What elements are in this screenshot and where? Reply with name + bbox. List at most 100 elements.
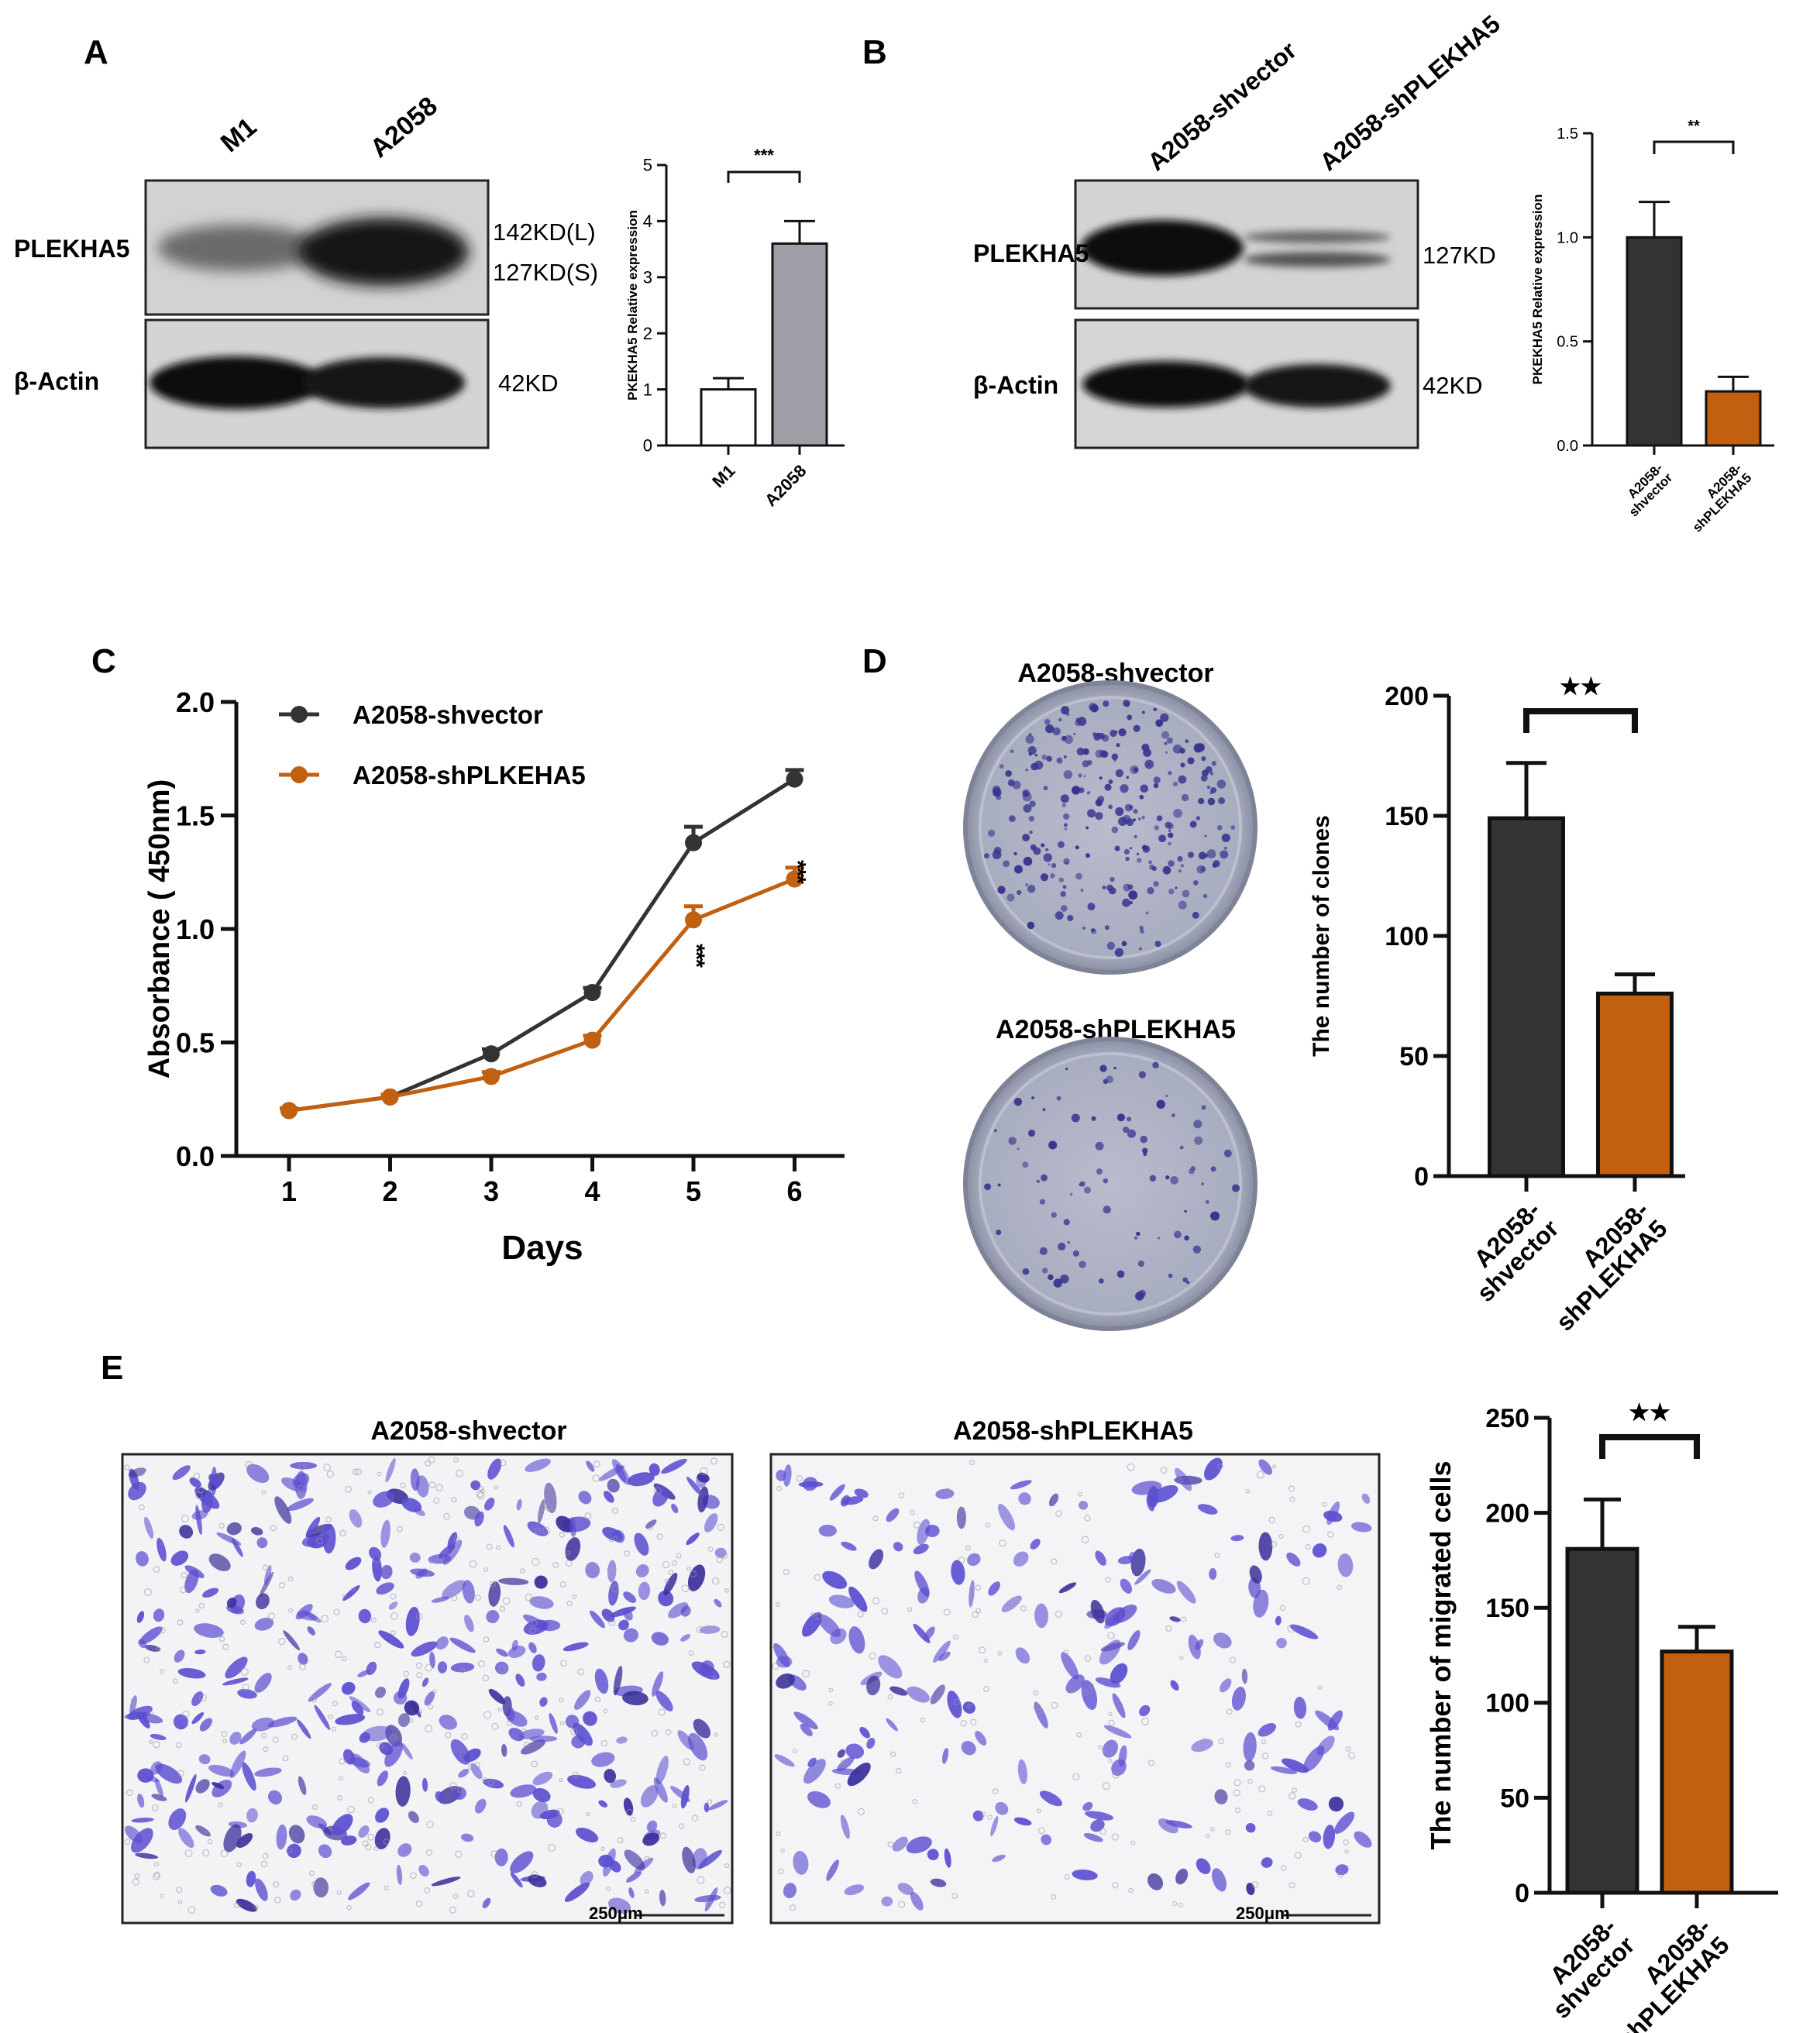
y-tick-label: 50 bbox=[1500, 1784, 1529, 1813]
data-point bbox=[786, 870, 803, 888]
blot-a-size-l: 142KD(L) bbox=[493, 218, 596, 246]
y-axis-label: PKEKHA5 Relative expression bbox=[1530, 194, 1545, 385]
y-axis-label: The number of migrated cells bbox=[1425, 1460, 1457, 1849]
legend-label: A2058-shvector bbox=[353, 700, 543, 729]
data-point bbox=[483, 1068, 500, 1085]
category-label: A2058-shvector bbox=[1453, 1195, 1564, 1307]
series-line bbox=[288, 877, 796, 1113]
y-tick-label: 2.0 bbox=[176, 686, 215, 718]
data-point bbox=[381, 1088, 399, 1106]
blot-b-actin-shplekha5 bbox=[1244, 364, 1391, 408]
chart-a: 0 1 2 3 4 5 PKEKHA5 Relative expression M1 A2058… bbox=[625, 146, 845, 510]
bar bbox=[1565, 1546, 1639, 1895]
y-tick-label: 1.5 bbox=[176, 800, 215, 832]
blot-a-actin-a2058 bbox=[302, 357, 465, 408]
blot-b-size-top: 127KD bbox=[1423, 242, 1496, 269]
panel-label-e: E bbox=[101, 1349, 123, 1387]
chart-c: 0.0 0.5 1.0 1.5 2.0 1 2 3 4 5 6 Days Absorbance ( 45… bbox=[143, 686, 845, 1267]
x-tick-label: 1 bbox=[281, 1175, 297, 1207]
bar bbox=[1488, 816, 1565, 1178]
x-tick-label: 4 bbox=[584, 1175, 600, 1207]
category-label: A2058-shvector bbox=[1529, 1912, 1640, 2024]
y-tick-label: 0.5 bbox=[176, 1027, 215, 1059]
panel-label-c: C bbox=[91, 642, 116, 680]
blot-b-protein-label: PLEKHA5 bbox=[973, 239, 1089, 267]
bar bbox=[1705, 390, 1762, 447]
panel-label-a: A bbox=[84, 33, 108, 71]
legend-swatch-marker bbox=[291, 766, 308, 783]
significance-bracket bbox=[1599, 1434, 1700, 1459]
y-tick-label: 1.5 bbox=[1557, 126, 1578, 143]
blot-a-band-m1 bbox=[157, 225, 320, 271]
y-tick-label: 4 bbox=[643, 212, 652, 231]
y-tick-label: 0 bbox=[643, 436, 652, 456]
y-tick-label: 100 bbox=[1385, 922, 1429, 951]
blot-a-size-actin: 42KD bbox=[498, 370, 559, 397]
y-axis-label: PKEKHA5 Relative expression bbox=[625, 210, 640, 401]
blot-b-band-shplekha5-lower bbox=[1244, 252, 1391, 267]
significance-marker: ★★ bbox=[1629, 1400, 1670, 1426]
category-label: A2058 bbox=[761, 461, 810, 511]
clone-plate-shplekha5 bbox=[963, 1037, 1257, 1331]
blot-b-loading-label: β-Actin bbox=[973, 371, 1058, 399]
blot-a-protein-label: PLEKHA5 bbox=[14, 235, 129, 263]
y-axis-label: The number of clones bbox=[1309, 815, 1334, 1057]
y-tick-label: 0.0 bbox=[1557, 438, 1578, 455]
panel-label-d: D bbox=[862, 642, 887, 680]
migration-image-shvector: 250μm bbox=[121, 1453, 734, 1925]
x-tick-label: 2 bbox=[382, 1175, 397, 1207]
y-tick-label: 0 bbox=[1414, 1162, 1429, 1192]
blot-b-band-shvector bbox=[1081, 220, 1244, 276]
significance-marker: ★★ bbox=[1560, 674, 1602, 700]
blot-a-band-a2058 bbox=[298, 218, 469, 286]
blot-b-actin-shvector bbox=[1082, 361, 1250, 408]
bar bbox=[1626, 236, 1683, 447]
blot-a-actin-m1 bbox=[150, 356, 323, 409]
blot-a: M1 A2058 PLEKHA5 β-Actin 142KD(L) 127KD(… bbox=[14, 91, 598, 449]
data-point bbox=[583, 984, 601, 1002]
bar bbox=[1596, 991, 1674, 1178]
significance-bracket bbox=[1653, 140, 1735, 154]
clone-plate-shvector bbox=[963, 680, 1257, 975]
significance-bracket bbox=[1523, 708, 1638, 733]
blot-a-lane-1: M1 bbox=[215, 112, 263, 158]
y-tick-label: 5 bbox=[643, 156, 652, 175]
e-image-left-title: A2058-shvector bbox=[370, 1416, 566, 1446]
x-tick-label: 6 bbox=[786, 1175, 802, 1207]
category-label: M1 bbox=[708, 461, 738, 491]
blot-a-loading-label: β-Actin bbox=[14, 367, 99, 395]
y-tick-label: 1 bbox=[643, 380, 652, 399]
bar bbox=[700, 388, 757, 447]
x-tick-label: 3 bbox=[483, 1175, 499, 1207]
migration-image-shplekha5: 250μm bbox=[769, 1453, 1381, 1925]
x-tick-label: 5 bbox=[686, 1175, 701, 1207]
y-tick-label: 150 bbox=[1485, 1594, 1529, 1623]
blot-b: A2058-shvector A2058-shPLEKHA5 PLEKHA5 β… bbox=[973, 9, 1505, 449]
scale-bar-left: 250μm bbox=[589, 1904, 643, 1923]
chart-b: 0.0 0.5 1.0 1.5 PKEKHA5 Relative expression A… bbox=[1530, 118, 1774, 535]
category-label: A2058-shvector bbox=[1616, 460, 1675, 519]
blot-b-lane-2: A2058-shPLEKHA5 bbox=[1314, 9, 1505, 176]
data-point bbox=[583, 1031, 601, 1049]
category-label: A2058-shPLEKHA5 bbox=[1532, 1195, 1672, 1336]
y-tick-label: 150 bbox=[1385, 802, 1429, 831]
y-tick-label: 3 bbox=[643, 268, 652, 287]
data-point bbox=[786, 770, 803, 788]
y-tick-label: 200 bbox=[1385, 682, 1429, 711]
blot-b-size-actin: 42KD bbox=[1423, 372, 1483, 399]
y-tick-label: 250 bbox=[1485, 1404, 1529, 1433]
y-tick-label: 50 bbox=[1399, 1042, 1429, 1072]
data-point bbox=[685, 911, 702, 929]
y-tick-label: 1.0 bbox=[176, 913, 215, 945]
data-point bbox=[685, 834, 702, 851]
y-axis-label: Absorbance ( 450nm) bbox=[143, 779, 176, 1078]
significance-marker: ** bbox=[1688, 118, 1700, 135]
chart-e: 0 50 100 150 200 250 The number of migrated ce… bbox=[1425, 1400, 1778, 2033]
y-tick-label: 100 bbox=[1485, 1689, 1529, 1718]
category-label: A2058-shPLEKHA5 bbox=[1680, 460, 1754, 535]
y-tick-label: 0 bbox=[1515, 1879, 1529, 1908]
x-axis-label: Days bbox=[501, 1229, 583, 1267]
y-tick-label: 2 bbox=[643, 324, 652, 343]
y-tick-label: 200 bbox=[1485, 1499, 1529, 1529]
